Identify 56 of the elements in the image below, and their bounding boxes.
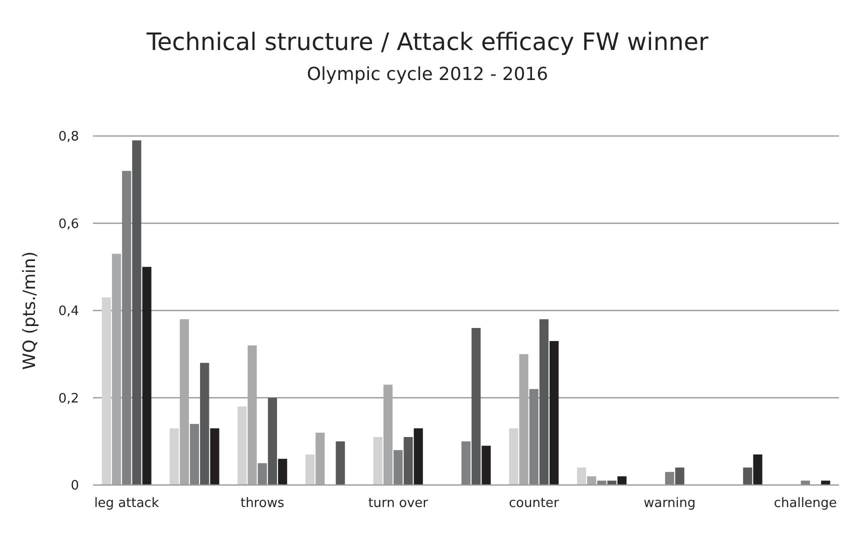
bar: [404, 437, 413, 485]
chart-subtitle: Olympic cycle 2012 - 2016: [306, 64, 548, 85]
bar: [529, 389, 538, 485]
bar: [132, 140, 142, 485]
bar: [482, 446, 491, 485]
bar: [142, 266, 152, 485]
bar: [461, 441, 471, 485]
bar: [170, 428, 179, 485]
bar: [743, 468, 752, 485]
bar: [800, 480, 810, 485]
y-tick-label: 0,6: [58, 216, 79, 232]
bar: [373, 437, 382, 485]
y-axis-title: WQ (pts./min): [20, 251, 40, 370]
bar: [122, 170, 132, 485]
y-tick-label: 0,4: [58, 304, 79, 320]
y-tick-label: 0: [70, 478, 79, 494]
bar: [414, 428, 423, 485]
bar: [675, 468, 684, 485]
bar: [238, 406, 247, 485]
x-tick-label: throws: [240, 496, 284, 511]
bar: [597, 480, 606, 485]
bar: [509, 428, 518, 485]
bar: [383, 384, 393, 485]
bar: [258, 463, 267, 485]
bar: [394, 450, 403, 485]
x-tick-label: challenge: [774, 496, 837, 511]
bar: [539, 319, 549, 485]
bar: [248, 345, 257, 485]
bar: [112, 254, 122, 485]
bar: [278, 458, 288, 485]
bar: [190, 424, 200, 485]
bar: [576, 468, 586, 485]
bar: [180, 319, 189, 485]
bar: [305, 454, 315, 485]
bar: [587, 476, 596, 485]
bar: [316, 432, 325, 485]
x-tick-label: counter: [508, 496, 560, 511]
bar: [607, 480, 616, 485]
bar: [268, 398, 278, 485]
bar: [617, 476, 627, 485]
y-tick-label: 0,2: [58, 391, 79, 406]
bar: [550, 341, 559, 485]
y-tick-label: 0,8: [58, 130, 79, 145]
bar: [665, 472, 674, 485]
bar: [753, 454, 762, 485]
x-tick-label: warning: [644, 496, 696, 511]
bar: [821, 480, 830, 485]
bar: [102, 297, 111, 485]
bar: [200, 362, 210, 485]
bar: [210, 428, 220, 485]
chart-title: Technical structure / Attack efficacy FW winner: [146, 28, 709, 56]
bar: [519, 354, 528, 485]
x-tick-label: leg attack: [94, 496, 160, 511]
bar: [472, 328, 481, 485]
bar: [336, 441, 345, 485]
x-tick-label: turn over: [368, 496, 429, 511]
